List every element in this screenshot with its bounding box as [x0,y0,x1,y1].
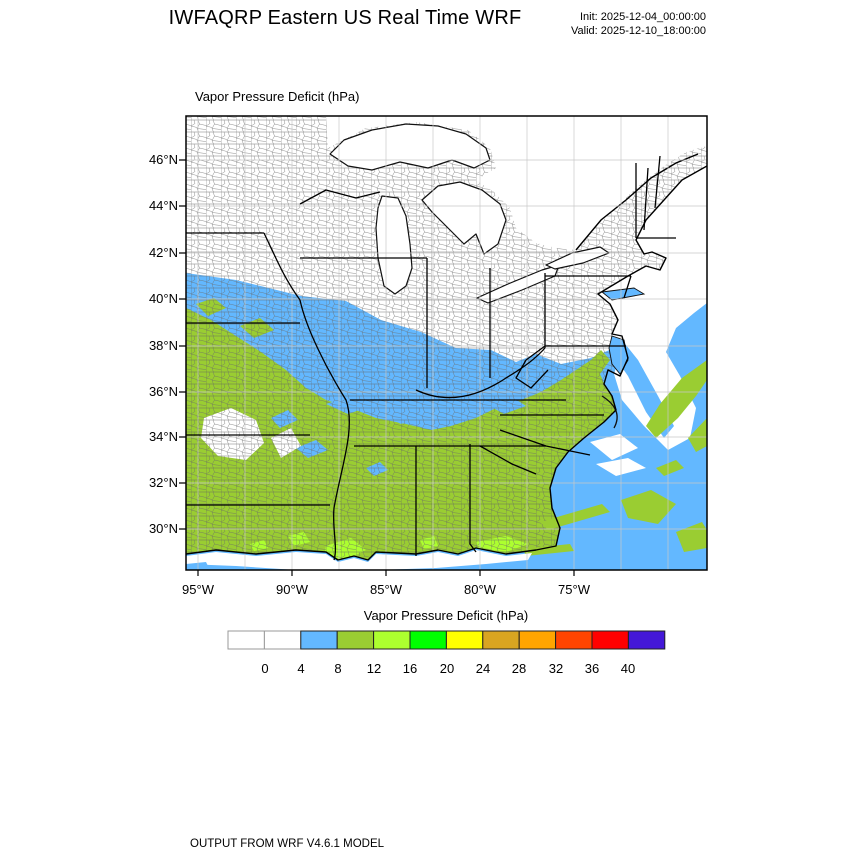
canada-region [326,116,707,251]
map-frame [185,115,708,571]
valid-time: Valid: 2025-12-10_18:00:00 [571,25,706,37]
model-footer: OUTPUT FROM WRF V4.6.1 MODEL WE = 310 ; … [190,809,642,850]
state-borders [186,155,676,561]
lat-tick-label: 36°N [148,384,178,399]
lat-tick-label: 42°N [148,245,178,260]
outer-banks [601,395,618,429]
lake-huron [421,181,507,255]
colorbar-cell [409,630,447,650]
lat-tick-label: 30°N [148,521,178,536]
lat-tick-label: 40°N [148,291,178,306]
lon-tick-label: 80°W [464,582,496,597]
footer-line1: OUTPUT FROM WRF V4.6.1 MODEL [190,838,385,850]
map-title: Vapor Pressure Deficit (hPa) [195,89,360,104]
ocean-white-low-vpd [598,166,707,450]
atlantic-gulf-water [186,166,707,570]
colorbar-tick-label: 16 [402,661,418,676]
colorbar-tick-label: 40 [620,661,636,676]
colorbar-title: Vapor Pressure Deficit (hPa) [363,608,529,623]
colorbar-cell [482,630,520,650]
page-title: IWFAQRP Eastern US Real Time WRF [168,7,522,29]
colorbar-cell [227,630,265,650]
colorbar-tick-label: 12 [366,661,382,676]
axis-ticks [179,159,575,576]
run-info: Init: 2025-12-04_00:00:00 Valid: 2025-12… [500,10,706,38]
lon-tick-label: 85°W [370,582,402,597]
vpd-map-canvas [179,115,708,576]
long-island [600,287,646,301]
colorbar-tick-label: 32 [548,661,564,676]
lat-tick-label: 34°N [148,429,178,444]
colorbar-tick-label: 0 [261,661,269,676]
graticule [186,116,707,570]
colorbar-cell [300,630,338,650]
coastline [186,165,707,561]
colorbar-cell [445,630,484,650]
lake-michigan [375,195,413,295]
lon-tick-label: 95°W [182,582,214,597]
colorbar [227,630,666,650]
lat-tick-label: 32°N [148,475,178,490]
colorbar-cell [336,630,375,650]
lon-tick-label: 90°W [276,582,308,597]
great-lakes [329,123,610,304]
lat-tick-label: 38°N [148,338,178,353]
colorbar-tick-label: 4 [297,661,305,676]
colorbar-tick-label: 36 [584,661,600,676]
colorbar-cell [373,630,411,650]
ocean [186,166,707,570]
colorbar-tick-label: 20 [439,661,455,676]
lon-tick-label: 75°W [558,582,590,597]
colorbar-tick-label: 24 [475,661,491,676]
gulf-white-nearshore [186,550,532,570]
colorbar-cell [263,630,302,650]
colorbar-cell [518,630,557,650]
init-time: Init: 2025-12-04_00:00:00 [580,11,706,23]
colorbar-cell [627,630,666,650]
lat-tick-label: 46°N [148,152,178,167]
st-lawrence-border [575,153,699,251]
colorbar-tick-label: 28 [511,661,527,676]
lake-erie [476,264,560,304]
colorbar-tick-label: 8 [334,661,342,676]
colorbar-cell [591,630,629,650]
colorbar-cell [555,630,593,650]
lat-tick-label: 44°N [148,198,178,213]
